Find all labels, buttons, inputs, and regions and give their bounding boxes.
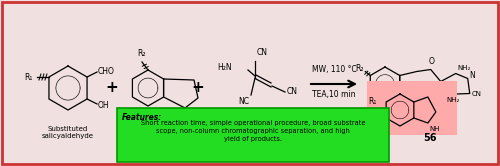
Text: 1,1,3-tricarbonitrile: 1,1,3-tricarbonitrile — [224, 116, 292, 122]
Text: R₁: R₁ — [368, 97, 376, 107]
Text: +: + — [106, 81, 118, 95]
Text: H₂N: H₂N — [218, 64, 232, 73]
Text: Substituted: Substituted — [136, 124, 176, 130]
Text: N: N — [174, 109, 180, 115]
Text: indoles: indoles — [144, 131, 169, 137]
Text: NH₂: NH₂ — [446, 96, 460, 102]
Text: yield of products.: yield of products. — [224, 136, 282, 142]
Text: salicyaldehyde: salicyaldehyde — [42, 133, 94, 139]
FancyBboxPatch shape — [367, 81, 457, 135]
Text: OH: OH — [98, 100, 110, 110]
Text: scope, non-column chromatographic separation, and high: scope, non-column chromatographic separa… — [156, 128, 350, 134]
Text: R₂: R₂ — [355, 64, 364, 73]
Text: CHO: CHO — [98, 67, 115, 76]
Text: R₁: R₁ — [24, 73, 33, 82]
Text: H: H — [180, 112, 186, 118]
Text: Features:: Features: — [122, 113, 162, 122]
Text: N: N — [470, 71, 476, 80]
Text: CN: CN — [287, 87, 298, 96]
Text: +: + — [192, 81, 204, 95]
Text: O: O — [429, 56, 434, 66]
FancyBboxPatch shape — [117, 108, 389, 162]
Text: R₂: R₂ — [137, 49, 145, 58]
Text: 2-aminopropene-: 2-aminopropene- — [228, 109, 288, 115]
Text: NH₂: NH₂ — [458, 65, 471, 71]
Text: NC: NC — [238, 96, 249, 106]
Text: CN: CN — [472, 90, 482, 96]
Text: TEA,10 min: TEA,10 min — [312, 90, 356, 99]
Text: Substituted: Substituted — [48, 126, 88, 132]
Text: 56: 56 — [423, 133, 437, 143]
Text: Short reaction time, simple operational procedure, broad substrate: Short reaction time, simple operational … — [141, 120, 365, 126]
Text: MW, 110 °C: MW, 110 °C — [312, 65, 356, 74]
Text: NH: NH — [430, 126, 440, 132]
Text: CN: CN — [257, 48, 268, 57]
